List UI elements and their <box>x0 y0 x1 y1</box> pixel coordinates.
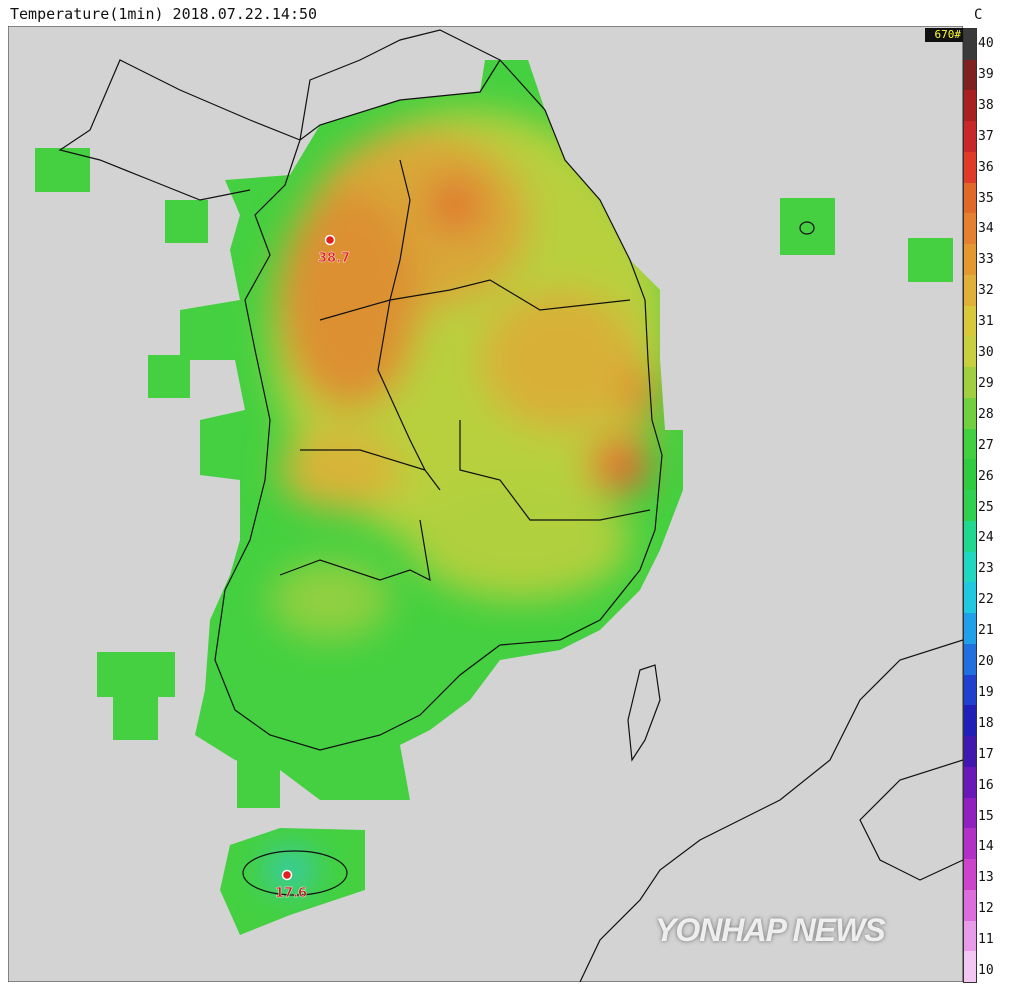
colorbar-segment <box>964 490 976 522</box>
colorbar-segment <box>964 705 976 737</box>
colorbar-segment <box>964 428 976 460</box>
colorbar-tick: 16 <box>978 777 994 793</box>
colorbar-segment <box>964 551 976 583</box>
watermark-logo: YONHAP NEWS <box>655 912 886 948</box>
unit-label: C <box>974 7 983 23</box>
colorbar-tick: 22 <box>978 592 994 608</box>
colorbar-tick: 23 <box>978 561 994 577</box>
colorbar-tick: 35 <box>978 190 994 206</box>
colorbar-tick: 14 <box>978 839 994 855</box>
colorbar-tick: 34 <box>978 221 994 237</box>
colorbar-tick: 37 <box>978 128 994 144</box>
colorbar <box>963 28 977 983</box>
colorbar-segment <box>964 121 976 153</box>
colorbar-segment <box>964 29 976 61</box>
colorbar-segment <box>964 182 976 214</box>
colorbar-segment <box>964 797 976 829</box>
coastline-boundaries <box>58 29 963 982</box>
colorbar-segment <box>964 397 976 430</box>
colorbar-segment <box>964 643 976 676</box>
max-station-marker[interactable]: 38.7 <box>318 234 350 267</box>
colorbar-tick: 36 <box>978 159 994 175</box>
colorbar-tick: 26 <box>978 468 994 484</box>
colorbar-tick: 11 <box>978 932 994 948</box>
colorbar-segment <box>964 736 976 768</box>
colorbar-tick: 27 <box>978 437 994 453</box>
colorbar-tick: 15 <box>978 808 994 824</box>
colorbar-tick: 40 <box>978 36 994 51</box>
colorbar-tick: 29 <box>978 375 994 391</box>
colorbar-tick: 19 <box>978 684 994 700</box>
colorbar-tick: 21 <box>978 623 994 639</box>
station-count: 670# <box>925 28 963 42</box>
max-station-label: 38.7 <box>318 251 350 266</box>
min-station-label: 17.6 <box>275 886 307 901</box>
colorbar-segment <box>964 613 976 645</box>
colorbar-tick: 12 <box>978 901 994 917</box>
colorbar-segment <box>964 520 976 553</box>
colorbar-segment <box>964 674 976 706</box>
colorbar-segment <box>964 336 976 368</box>
min-station-marker[interactable]: 17.6 <box>275 869 307 902</box>
colorbar-tick: 17 <box>978 746 994 762</box>
colorbar-segment <box>964 859 976 891</box>
colorbar-tick: 33 <box>978 252 994 268</box>
colorbar-segment <box>964 459 976 491</box>
colorbar-tick: 31 <box>978 314 994 330</box>
colorbar-segment <box>964 244 976 276</box>
colorbar-tick: 24 <box>978 530 994 546</box>
colorbar-segment <box>964 582 976 614</box>
colorbar-segment <box>964 213 976 245</box>
colorbar-segment <box>964 90 976 122</box>
colorbar-tick: 32 <box>978 283 994 299</box>
colorbar-tick: 18 <box>978 715 994 731</box>
colorbar-segment <box>964 367 976 399</box>
colorbar-segment <box>964 951 976 983</box>
colorbar-tick: 13 <box>978 870 994 886</box>
colorbar-segment <box>964 889 976 921</box>
colorbar-tick: 10 <box>978 963 994 978</box>
colorbar-segment <box>964 766 976 799</box>
colorbar-segment <box>964 920 976 952</box>
colorbar-tick: 30 <box>978 345 994 360</box>
temperature-map: 38.7 17.6 <box>8 26 963 982</box>
colorbar-tick: 28 <box>978 406 994 422</box>
colorbar-segment <box>964 828 976 860</box>
colorbar-tick: 25 <box>978 499 994 515</box>
colorbar-tick: 38 <box>978 97 994 113</box>
map-title: Temperature(1min) 2018.07.22.14:50 <box>10 5 318 23</box>
colorbar-tick: 20 <box>978 654 994 669</box>
colorbar-tick: 39 <box>978 66 994 82</box>
colorbar-segment <box>964 274 976 307</box>
colorbar-segment <box>964 151 976 184</box>
colorbar-segment <box>964 59 976 91</box>
colorbar-segment <box>964 305 976 337</box>
